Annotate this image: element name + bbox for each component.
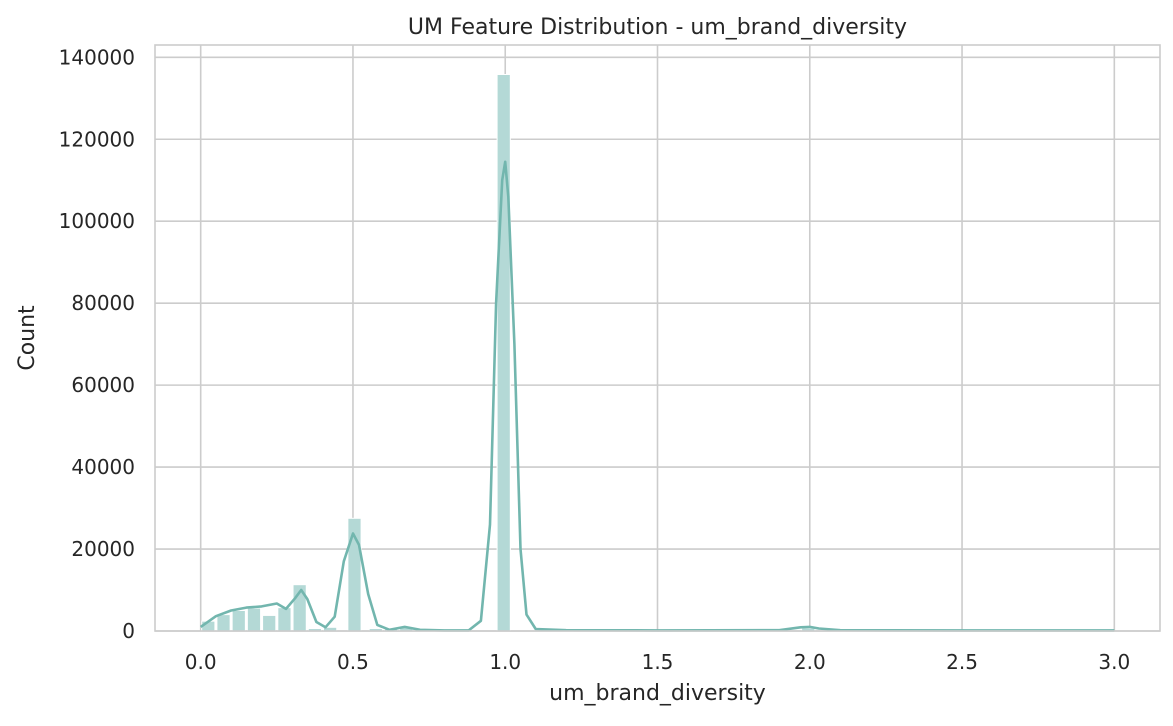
x-tick-label: 1.5: [642, 650, 674, 674]
y-tick-label: 100000: [59, 209, 135, 233]
y-tick-label: 0: [122, 619, 135, 643]
x-tick-label: 0.5: [337, 650, 369, 674]
y-tick-label: 140000: [59, 45, 135, 69]
y-tick-label: 40000: [71, 455, 135, 479]
chart-title: UM Feature Distribution - um_brand_diver…: [408, 15, 907, 40]
y-tick-label: 60000: [71, 373, 135, 397]
y-tick-labels: 0 20000 40000 60000 80000 100000 120000 140000: [59, 45, 135, 643]
histogram-bar: [216, 614, 231, 632]
histogram-bar: [262, 614, 277, 632]
x-axis-label: um_brand_diversity: [549, 681, 766, 706]
x-tick-label: 1.0: [489, 650, 521, 674]
x-tick-label: 0.0: [185, 650, 217, 674]
x-tick-label: 2.5: [946, 650, 978, 674]
histogram-bar: [496, 74, 511, 632]
plot-frame: [154, 44, 1161, 632]
x-tick-label: 2.0: [794, 650, 826, 674]
x-tick-label: 3.0: [1098, 650, 1130, 674]
y-tick-label: 20000: [71, 537, 135, 561]
histogram-bar: [231, 610, 246, 632]
histogram-bars: [201, 74, 816, 632]
grid-lines: [155, 45, 1160, 632]
y-tick-label: 120000: [59, 127, 135, 151]
y-axis-label: Count: [15, 305, 40, 371]
histogram-bar: [246, 607, 262, 632]
y-tick-label: 80000: [71, 291, 135, 315]
histogram-bar: [277, 607, 292, 632]
x-tick-labels: 0.0 0.5 1.0 1.5 2.0 2.5 3.0: [185, 650, 1130, 674]
